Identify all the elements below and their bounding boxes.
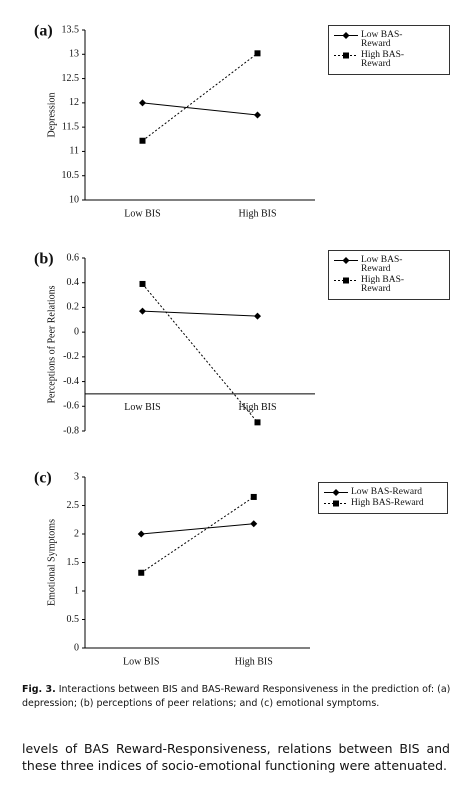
y-tick-label: 13.5 (62, 24, 80, 35)
marker (138, 569, 145, 576)
y-tick-label: 11 (69, 146, 79, 157)
legend-label: Low BAS-Reward (361, 30, 403, 49)
marker (139, 280, 146, 287)
legend-label: Low BAS-Reward (351, 487, 422, 497)
y-tick-label: 0.5 (67, 614, 80, 625)
series-line (141, 523, 254, 535)
x-tick-label: Low BIS (124, 402, 160, 413)
marker (250, 493, 257, 500)
y-tick-label: 13 (69, 49, 79, 60)
legend-label: High BAS-Reward (361, 50, 405, 69)
legend-symbol (334, 52, 358, 59)
legend-entry: Low BAS-Reward (333, 30, 445, 49)
y-tick-label: 1.5 (67, 557, 80, 568)
panel-label: (c) (34, 470, 52, 487)
body-text: levels of BAS Reward-Responsiveness, rel… (22, 741, 450, 773)
caption-text: Interactions between BIS and BAS-Reward … (22, 684, 451, 709)
y-axis-label: Emotional Symptoms (46, 519, 57, 606)
legend-symbol (324, 489, 348, 496)
y-tick-label: 12 (69, 97, 79, 108)
series-line (142, 102, 258, 116)
legend-symbol (324, 500, 348, 507)
marker (139, 99, 146, 107)
legend-entry: High BAS-Reward (333, 50, 445, 69)
marker (139, 307, 146, 315)
y-tick-label: -0.6 (63, 401, 79, 412)
series-line (142, 310, 258, 317)
y-tick-label: 10.5 (62, 170, 80, 181)
caption-label: Fig. 3. (22, 684, 56, 695)
legend: Low BAS-Reward High BAS-Reward (328, 250, 450, 300)
marker (254, 111, 261, 119)
marker (343, 52, 349, 59)
figure: (a)Depression1010.51111.51212.51313.5Low… (34, 23, 315, 667)
legend-entry: Low BAS-Reward (333, 255, 445, 274)
legend-entry: Low BAS-Reward (323, 487, 443, 497)
y-tick-label: 10 (69, 194, 79, 205)
y-tick-label: 0.6 (67, 252, 80, 263)
legend-entry: High BAS-Reward (323, 498, 443, 508)
y-tick-label: -0.4 (63, 376, 79, 387)
marker (342, 32, 350, 39)
panel-label: (b) (34, 251, 54, 268)
y-tick-label: 1 (74, 585, 79, 596)
legend-entry: High BAS-Reward (333, 275, 445, 294)
x-tick-label: Low BIS (123, 656, 159, 667)
y-tick-label: 0 (74, 642, 79, 653)
y-tick-label: 12.5 (62, 73, 80, 84)
y-tick-label: 0.4 (67, 277, 80, 288)
panel-label: (a) (34, 23, 53, 40)
series-line (142, 52, 258, 142)
marker (333, 500, 339, 507)
x-tick-label: Low BIS (124, 208, 160, 219)
legend-symbol (334, 257, 358, 264)
legend: Low BAS-Reward High BAS-Reward (328, 25, 450, 75)
legend: Low BAS-Reward High BAS-Reward (318, 482, 448, 514)
marker (343, 277, 349, 284)
y-tick-label: 2.5 (67, 500, 80, 511)
x-tick-label: High BIS (238, 402, 276, 413)
y-tick-label: 2 (74, 528, 79, 539)
series-line (140, 496, 255, 574)
x-tick-label: High BIS (238, 208, 276, 219)
marker (137, 530, 145, 538)
legend-symbol (334, 277, 358, 284)
series-line (142, 283, 258, 423)
marker (342, 257, 350, 264)
legend-label: High BAS-Reward (351, 498, 424, 508)
y-tick-label: -0.8 (63, 425, 79, 436)
y-tick-label: -0.2 (63, 351, 79, 362)
marker (250, 520, 258, 528)
y-tick-label: 0 (74, 326, 79, 337)
marker (139, 137, 146, 144)
marker (254, 312, 261, 320)
y-tick-label: 3 (74, 471, 79, 482)
legend-label: High BAS-Reward (361, 275, 405, 294)
y-axis-label: Depression (46, 93, 57, 138)
marker (254, 419, 261, 426)
legend-label: Low BAS-Reward (361, 255, 403, 274)
y-tick-label: 11.5 (62, 121, 79, 132)
figure-caption: Fig. 3. Interactions between BIS and BAS… (22, 683, 452, 711)
marker (332, 489, 340, 496)
y-tick-label: 0.2 (67, 302, 80, 313)
y-axis-label: Perceptions of Peer Relations (46, 285, 57, 403)
legend-symbol (334, 32, 358, 39)
x-tick-label: High BIS (235, 656, 273, 667)
marker (254, 50, 261, 57)
